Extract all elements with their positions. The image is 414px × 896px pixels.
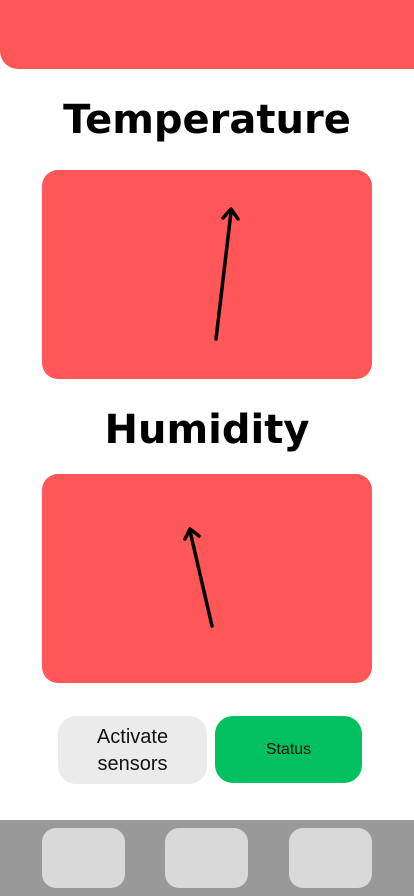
- nav-button-2[interactable]: [165, 828, 248, 888]
- nav-button-1[interactable]: [42, 828, 125, 888]
- status-button[interactable]: Status: [215, 716, 362, 783]
- needle-arrow-icon: [183, 527, 214, 628]
- temperature-title: Temperature: [63, 97, 351, 143]
- activate-sensors-button[interactable]: Activate sensors: [58, 716, 207, 784]
- nav-button-3[interactable]: [289, 828, 372, 888]
- humidity-title: Humidity: [104, 407, 310, 453]
- header-banner: [0, 0, 414, 69]
- bottom-nav-bar: [0, 820, 414, 896]
- temperature-gauge-card: [42, 170, 372, 379]
- needle-arrow-icon: [214, 207, 240, 341]
- humidity-gauge-card: [42, 474, 372, 683]
